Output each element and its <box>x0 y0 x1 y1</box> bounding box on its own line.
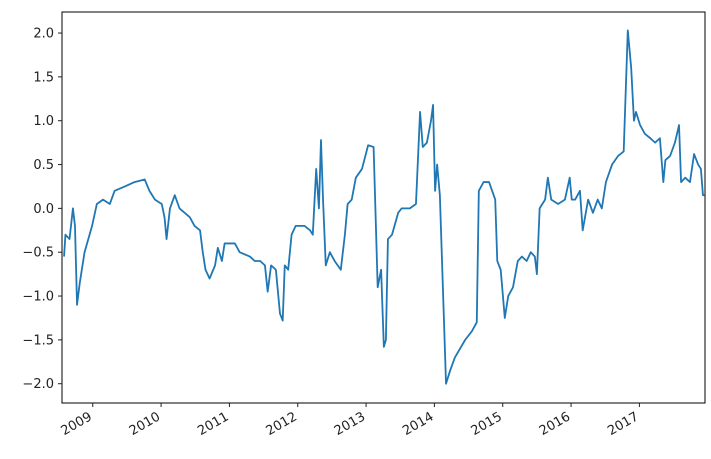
y-tick-label: −1.0 <box>22 290 54 305</box>
y-tick-label: 0.5 <box>33 158 54 173</box>
y-tick-label: 1.0 <box>33 114 54 129</box>
x-tick-label: 2015 <box>469 409 505 439</box>
x-tick-label: 2012 <box>264 409 300 439</box>
x-tick-label: 2014 <box>400 409 436 439</box>
data-line <box>63 29 705 385</box>
y-tick-label: −0.5 <box>22 246 54 261</box>
y-tick-label: 2.0 <box>33 27 54 42</box>
x-tick-label: 2017 <box>605 409 641 439</box>
plot-frame <box>61 11 706 404</box>
x-tick-label: 2016 <box>537 409 573 439</box>
y-tick-label: 0.0 <box>33 202 54 217</box>
x-tick-label: 2009 <box>59 409 95 439</box>
y-tick-label: 1.5 <box>33 70 54 85</box>
y-tick-label: −2.0 <box>22 377 54 392</box>
x-tick-label: 2010 <box>127 409 163 439</box>
x-tick-label: 2011 <box>195 409 231 439</box>
y-tick-label: −1.5 <box>22 333 54 348</box>
x-tick-label: 2013 <box>332 409 368 439</box>
